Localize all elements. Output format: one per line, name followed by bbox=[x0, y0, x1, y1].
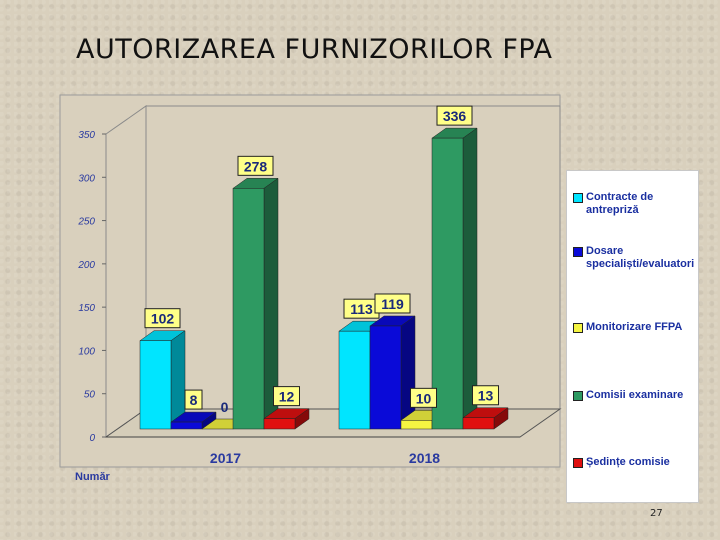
legend-label: Monitorizare FFPA bbox=[586, 321, 683, 333]
legend-swatch bbox=[573, 458, 583, 468]
bar-front bbox=[462, 417, 495, 430]
data-label-box bbox=[144, 308, 181, 329]
category-label-2018: 2018 bbox=[409, 450, 440, 466]
data-label: 113 bbox=[350, 301, 373, 317]
data-label-box bbox=[410, 387, 437, 408]
bar-front bbox=[369, 325, 402, 430]
data-label-box bbox=[374, 293, 411, 314]
y-tick-label: 50 bbox=[84, 390, 96, 401]
data-label: 0 bbox=[221, 399, 229, 415]
bar-2017-4 bbox=[232, 177, 279, 430]
bar-2018-2 bbox=[369, 315, 416, 430]
data-label: 119 bbox=[381, 296, 404, 312]
y-tick-label: 100 bbox=[78, 346, 95, 357]
legend-label: Comisii examinare bbox=[586, 389, 684, 401]
bar-front bbox=[170, 421, 203, 430]
data-label-box bbox=[273, 386, 300, 407]
y-tick-label: 150 bbox=[78, 303, 95, 314]
legend-swatch bbox=[573, 323, 583, 333]
data-label: 8 bbox=[190, 392, 198, 408]
bar-2018-5 bbox=[462, 407, 509, 430]
bar-2017-1 bbox=[139, 330, 186, 430]
legend-swatch bbox=[573, 391, 583, 401]
data-label-box bbox=[436, 105, 473, 126]
y-tick-label: 200 bbox=[77, 260, 95, 271]
chart-legend: Contracte de antrepriză Dosare specialișt… bbox=[566, 170, 699, 503]
category-label-2017: 2017 bbox=[210, 450, 241, 466]
bar-front bbox=[139, 340, 172, 430]
data-label: 10 bbox=[416, 390, 432, 406]
data-label-box bbox=[184, 389, 203, 410]
y-axis-label: Număr bbox=[75, 471, 111, 483]
page-number: 27 bbox=[650, 508, 663, 519]
bar-side bbox=[462, 127, 478, 430]
y-tick-label: 350 bbox=[78, 130, 95, 141]
bar-front bbox=[338, 330, 371, 430]
legend-label: Dosare specialiști/evaluatori bbox=[586, 245, 695, 270]
y-tick-label: 300 bbox=[78, 173, 95, 184]
bar-front bbox=[431, 137, 464, 430]
bar-front bbox=[400, 420, 433, 430]
legend-label: Ședințe comisie bbox=[586, 456, 670, 468]
data-label: 278 bbox=[244, 158, 268, 174]
y-tick-label: 250 bbox=[77, 217, 95, 228]
bar-2018-4 bbox=[431, 127, 478, 430]
legend-swatch bbox=[573, 193, 583, 203]
data-label-box bbox=[472, 385, 499, 406]
bar-2017-2 bbox=[170, 411, 217, 430]
data-label-box bbox=[237, 155, 274, 176]
legend-swatch bbox=[573, 247, 583, 257]
data-label: 336 bbox=[443, 108, 467, 124]
bar-front bbox=[232, 188, 265, 430]
y-tick-label: 0 bbox=[89, 433, 95, 444]
page-title: AUTORIZAREA FURNIZORILOR FPA bbox=[76, 34, 553, 65]
bar-2017-5 bbox=[263, 408, 310, 430]
legend-label: Contracte de antrepriză bbox=[586, 191, 654, 216]
bar-front bbox=[263, 418, 296, 430]
data-label: 13 bbox=[478, 388, 494, 404]
data-label: 102 bbox=[151, 311, 175, 327]
data-label: 12 bbox=[279, 389, 295, 405]
